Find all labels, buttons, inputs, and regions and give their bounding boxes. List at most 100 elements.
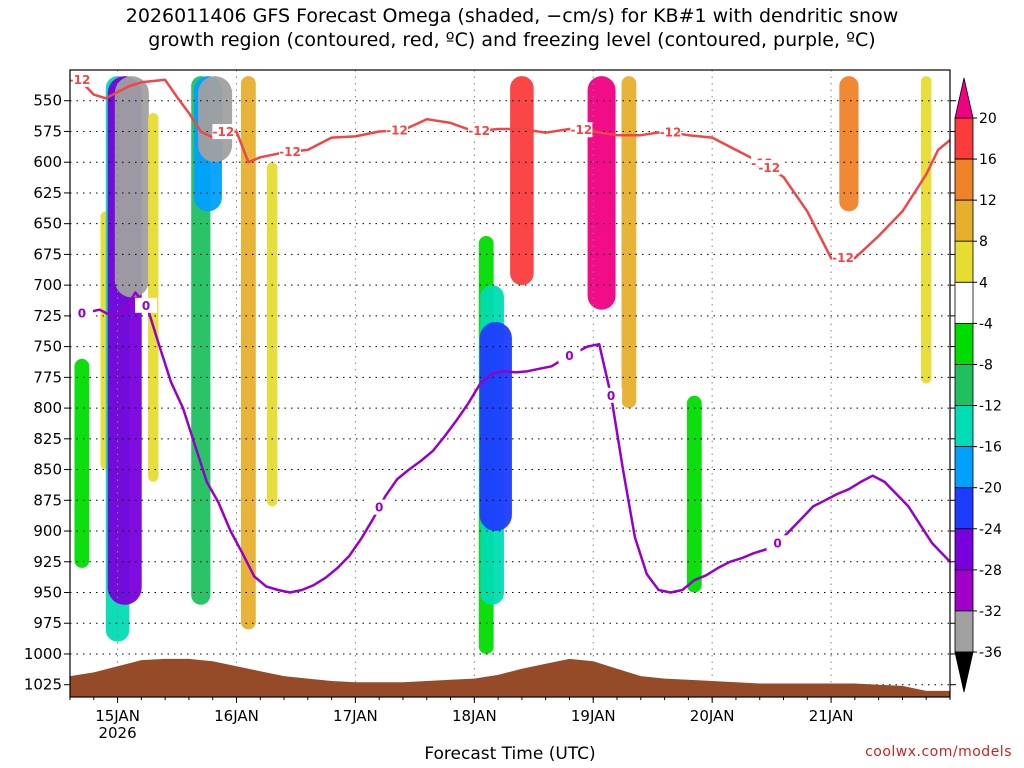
omega-cell-4 bbox=[114, 76, 149, 298]
colorbar-label-1: 16 bbox=[979, 152, 997, 168]
y-tick-label-600: 600 bbox=[33, 153, 62, 171]
y-tick-label-1025: 1025 bbox=[24, 676, 62, 694]
contour-label-bg-0-3 bbox=[386, 122, 409, 138]
colorbar-arrow-bottom bbox=[954, 651, 974, 693]
contour-label-bg-1-5 bbox=[766, 535, 789, 551]
y-tick-label-850: 850 bbox=[33, 461, 62, 479]
x-tick-sublabel-0: 2026 bbox=[98, 724, 136, 742]
omega-cell-13 bbox=[479, 322, 512, 532]
y-tick-label-800: 800 bbox=[33, 399, 62, 417]
colorbar-label-11: -28 bbox=[979, 563, 1002, 579]
colorbar-label-5: -4 bbox=[979, 316, 993, 332]
x-tick-label-6: 21JAN bbox=[809, 707, 854, 725]
y-tick-label-750: 750 bbox=[33, 338, 62, 356]
colorbar-label-8: -16 bbox=[979, 440, 1002, 456]
contour-label-bg-1-1 bbox=[135, 297, 158, 313]
contour-label-0-4: -12 bbox=[468, 124, 490, 138]
chart-title: 2026011406 GFS Forecast Omega (shaded, −… bbox=[0, 4, 1024, 52]
colorbar-swatch-8 bbox=[954, 446, 974, 489]
contour-label-1-0: 0 bbox=[78, 306, 86, 320]
omega-cell-10 bbox=[266, 162, 278, 507]
omega-cell-8 bbox=[198, 76, 233, 163]
colorbar-swatch-9 bbox=[954, 487, 974, 530]
contour-label-1-3: 0 bbox=[565, 349, 573, 363]
contour-line-0 bbox=[70, 78, 950, 260]
omega-cell-15 bbox=[587, 76, 616, 310]
colorbar-swatch-1 bbox=[954, 158, 974, 201]
contour-line-1 bbox=[70, 291, 950, 594]
contour-label-bg-1-3 bbox=[558, 347, 581, 363]
y-tick-label-650: 650 bbox=[33, 215, 62, 233]
colorbar-swatch-4 bbox=[954, 281, 974, 324]
colorbar-swatch-0 bbox=[954, 117, 974, 160]
colorbar-label-4: 4 bbox=[979, 275, 988, 291]
y-tick-label-975: 975 bbox=[33, 614, 62, 632]
contour-label-bg-0-8 bbox=[758, 160, 781, 176]
colorbar-swatch-6 bbox=[954, 364, 974, 406]
y-tick-label-725: 725 bbox=[33, 307, 62, 325]
omega-cell-18 bbox=[839, 76, 859, 212]
y-tick-label-775: 775 bbox=[33, 368, 62, 386]
contour-label-1-4: 0 bbox=[607, 389, 615, 403]
contour-label-bg-0-5 bbox=[570, 122, 593, 138]
contour-label-1-5: 0 bbox=[773, 536, 781, 550]
y-tick-label-550: 550 bbox=[33, 92, 62, 110]
colorbar-swatch-2 bbox=[954, 199, 974, 242]
y-tick-label-950: 950 bbox=[33, 584, 62, 602]
contour-label-0-8: -12 bbox=[758, 161, 780, 175]
contour-label-bg-1-0 bbox=[70, 305, 93, 321]
colorbar-swatch-7 bbox=[954, 405, 974, 448]
omega-cell-9 bbox=[240, 76, 256, 630]
contour-label-bg-0-0 bbox=[70, 71, 91, 87]
terrain-layer bbox=[70, 658, 950, 697]
contour-label-1-2: 0 bbox=[375, 501, 383, 515]
contour-label-0-0: -12 bbox=[69, 73, 91, 87]
contour-label-0-6: -12 bbox=[660, 125, 682, 139]
x-tick-label-1: 16JAN bbox=[214, 707, 259, 725]
colorbar-swatch-11 bbox=[954, 569, 974, 612]
omega-cell-19 bbox=[921, 76, 932, 384]
colorbar-swatch-10 bbox=[954, 528, 974, 571]
x-tick-label-5: 20JAN bbox=[690, 707, 735, 725]
colorbar-label-3: 8 bbox=[979, 234, 988, 250]
chart-title-line-2: growth region (contoured, red, ºC) and f… bbox=[148, 29, 876, 51]
contour-label-bg-0-1 bbox=[212, 124, 235, 140]
colorbar-label-6: -8 bbox=[979, 357, 993, 373]
contour-label-bg-1-4 bbox=[600, 387, 623, 403]
chart-title-line-1: 2026011406 GFS Forecast Omega (shaded, −… bbox=[125, 5, 899, 27]
omega-cell-0 bbox=[74, 358, 90, 568]
omega-cell-14 bbox=[510, 76, 534, 286]
omega-cell-5 bbox=[148, 113, 159, 482]
credit-link[interactable]: coolwx.com/models bbox=[865, 744, 1012, 760]
y-tick-label-875: 875 bbox=[33, 491, 62, 509]
contour-label-bg-0-6 bbox=[659, 124, 682, 140]
colorbar-label-10: -24 bbox=[979, 522, 1002, 538]
colorbar-swatch-12 bbox=[954, 610, 974, 653]
y-tick-label-925: 925 bbox=[33, 553, 62, 571]
y-axis: 550 575 600 625 650 675 700 725 750 775 800 825 850 8… bbox=[24, 92, 956, 694]
colorbar-label-7: -12 bbox=[979, 399, 1002, 415]
contour-label-0-1: -12 bbox=[213, 125, 235, 139]
y-tick-label-625: 625 bbox=[33, 184, 62, 202]
y-tick-label-700: 700 bbox=[33, 276, 62, 294]
colorbar-label-2: 12 bbox=[979, 193, 997, 209]
colorbar-swatch-3 bbox=[954, 240, 974, 283]
terrain-fill bbox=[70, 658, 950, 697]
y-tick-label-675: 675 bbox=[33, 245, 62, 263]
omega-cell-16 bbox=[621, 76, 637, 409]
y-tick-label-1000: 1000 bbox=[24, 645, 62, 663]
plot-frame bbox=[69, 69, 951, 698]
colorbar-label-9: -20 bbox=[979, 481, 1002, 497]
contour-label-bg-1-2 bbox=[368, 499, 391, 515]
x-axis-label: Forecast Time (UTC) bbox=[424, 744, 596, 764]
y-tick-label-900: 900 bbox=[33, 522, 62, 540]
colorbar-label-13: -36 bbox=[979, 645, 1002, 661]
y-tick-label-825: 825 bbox=[33, 430, 62, 448]
contour-label-bg-0-2 bbox=[279, 143, 301, 159]
gridlines bbox=[70, 70, 950, 697]
colorbar: 20 16 12 8 4 -4 -8 -12 -16 -20 -24 -28 -32 -36 bbox=[954, 77, 1002, 693]
contour-label-0-3: -12 bbox=[386, 124, 408, 138]
